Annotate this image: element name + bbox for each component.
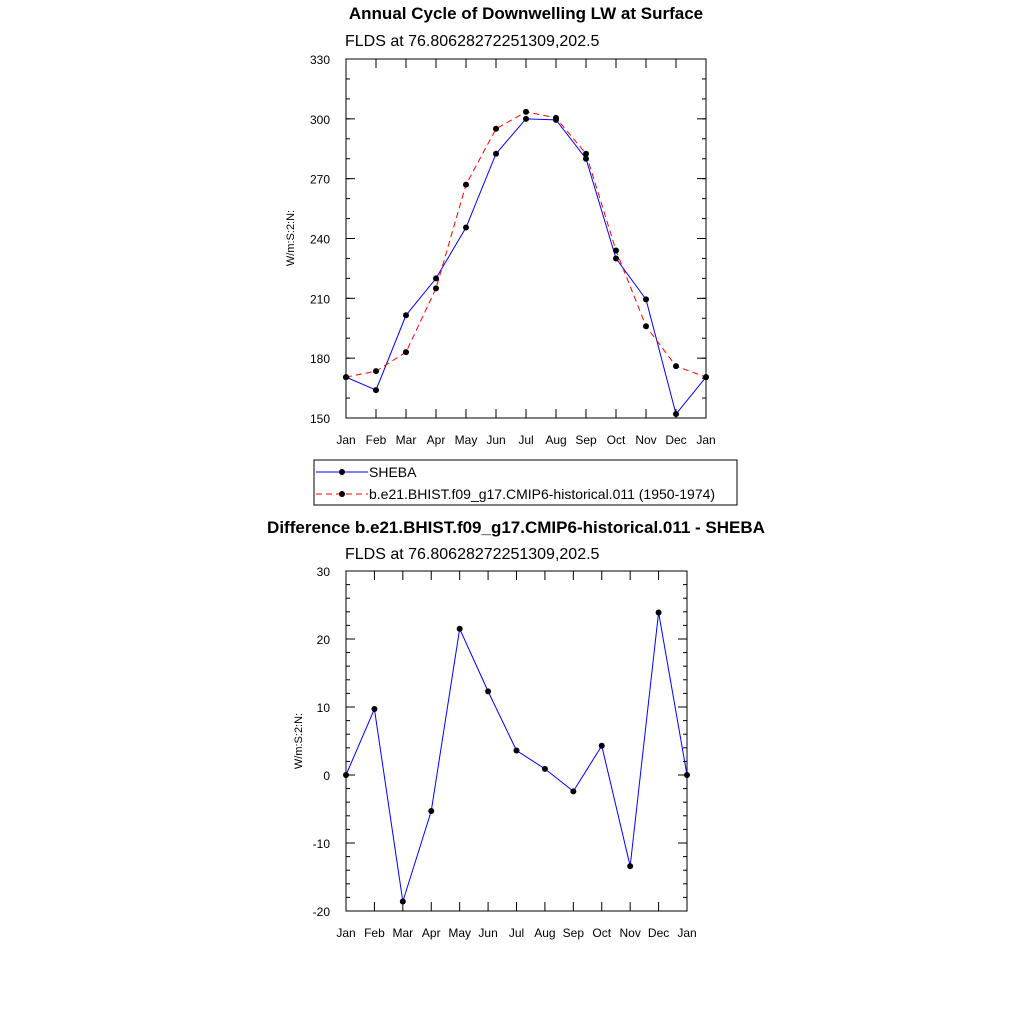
chart1-series-1-point: [673, 363, 679, 370]
chart2-ylabel: W/m:S:2:N:: [293, 713, 305, 769]
chart1-series-0-point: [493, 150, 499, 157]
chart2-series-0-point: [371, 706, 378, 713]
chart1-xtick-label: Jul: [518, 433, 533, 447]
legend-label-model: b.e21.BHIST.f09_g17.CMIP6-historical.011…: [369, 486, 715, 502]
chart1-series-0-point: [463, 224, 469, 231]
chart1-xtick-label: Apr: [427, 433, 446, 447]
chart1-series-0-line: [345, 118, 707, 416]
chart1-ytick-label: 150: [310, 412, 330, 426]
chart1-series-1-point: [433, 285, 439, 292]
chart2-xtick-label: Jan: [677, 926, 696, 940]
chart1-series-0-point: [583, 155, 589, 162]
chart1-xtick-label: Oct: [607, 433, 626, 447]
chart2-xtick-label: Mar: [392, 926, 413, 940]
chart1-xtick-label: Sep: [575, 433, 597, 447]
chart2-series-0-line: [345, 612, 688, 902]
chart1-series-1-point: [553, 114, 559, 121]
chart2-xtick-label: Jan: [336, 926, 355, 940]
chart1-series-1-point: [703, 374, 709, 381]
chart2-xtick-label: Nov: [619, 926, 640, 940]
chart1-series-0-point: [433, 275, 439, 282]
chart1-series-1-point: [613, 247, 619, 254]
chart1-ytick-label: 240: [310, 233, 330, 247]
chart1-series-0-point: [403, 312, 409, 319]
chart1-ytick-label: 270: [310, 173, 330, 187]
chart2-series-0-point: [399, 898, 406, 905]
chart2-series-0-point: [570, 788, 577, 795]
chart1-xtick-label: Dec: [665, 433, 686, 447]
chart1-plot: 150 180 210 240 270 300 330 Jan Feb Mar Apr May Jun J…: [310, 53, 716, 447]
chart1-xtick-label: May: [455, 433, 478, 447]
chart1-ytick-label: 180: [310, 352, 330, 366]
chart1-series-1-point: [343, 374, 349, 381]
chart1-xtick-label: Jun: [486, 433, 505, 447]
chart2-series-0-point: [456, 625, 463, 632]
chart1-ytick-label: 210: [310, 292, 330, 306]
chart2-series-0-point: [513, 747, 520, 754]
chart2-xtick-label: Jun: [478, 926, 497, 940]
chart1-series-1-point: [493, 125, 499, 132]
chart1-series-0-point: [643, 296, 649, 303]
chart2-ytick-label: -10: [313, 837, 331, 851]
legend-label-sheba: SHEBA: [369, 464, 417, 480]
chart1-ylabel: W/m:S:2:N:: [285, 210, 297, 266]
chart1-xtick-label: Jan: [336, 433, 355, 447]
chart2-xtick-label: Feb: [364, 926, 385, 940]
chart1-series-0-point: [373, 387, 379, 394]
chart1-xtick-label: Mar: [396, 433, 417, 447]
chart2-xtick-label: Apr: [422, 926, 441, 940]
chart2-subtitle: FLDS at 76.80628272251309,202.5: [345, 546, 600, 563]
chart2-xtick-label: Aug: [534, 926, 555, 940]
chart2-xtick-label: Oct: [592, 926, 611, 940]
chart2-ytick-label: -20: [313, 905, 331, 919]
chart2-series-0-point: [485, 688, 492, 695]
chart1-xtick-label: Nov: [635, 433, 656, 447]
chart2-title: Difference b.e21.BHIST.f09_g17.CMIP6-his…: [267, 518, 765, 537]
chart1-series-0-point: [613, 255, 619, 262]
chart1-series-1-point: [373, 368, 379, 375]
chart2-ytick-label: 0: [323, 769, 330, 783]
chart2-series-0-point: [541, 765, 548, 772]
chart1-ytick-label: 330: [310, 53, 330, 67]
chart2-series-0-point: [598, 742, 605, 749]
chart2-ytick-label: 30: [317, 565, 331, 579]
chart1-xtick-label: Jan: [696, 433, 715, 447]
chart2-xtick-label: May: [448, 926, 471, 940]
chart2-plot: -20 -10 0 10 20 30 Jan Feb Mar Apr May Jun Jul Aug Sep…: [313, 565, 697, 940]
chart1-xtick-label: Feb: [366, 433, 387, 447]
chart1-series-1-point: [523, 108, 529, 115]
chart2-xtick-label: Jul: [509, 926, 524, 940]
chart1-series-0-point: [523, 115, 529, 122]
chart2-ytick-label: 10: [317, 701, 331, 715]
chart1-xtick-label: Aug: [545, 433, 566, 447]
chart1-series-1-point: [643, 323, 649, 330]
chart2-series-0-point: [343, 772, 349, 778]
chart2-ytick-label: 20: [317, 633, 331, 647]
chart2-series-0-point: [684, 772, 690, 778]
chart2-series-0-point: [627, 863, 634, 870]
legend-marker-sheba: [339, 469, 345, 475]
chart1-title: Annual Cycle of Downwelling LW at Surfac…: [349, 4, 703, 23]
legend-marker-model: [339, 491, 345, 497]
chart2-series-0-point: [428, 808, 435, 815]
chart2-xtick-label: Sep: [563, 926, 585, 940]
chart2-xtick-label: Dec: [648, 926, 669, 940]
chart1-legend: SHEBA b.e21.BHIST.f09_g17.CMIP6-historic…: [313, 459, 738, 506]
chart1-subtitle: FLDS at 76.80628272251309,202.5: [345, 33, 600, 50]
chart1-series-1-point: [403, 349, 409, 356]
chart1-series-1-line: [345, 111, 707, 378]
chart1-ytick-label: 300: [310, 113, 330, 127]
chart1-series-1-point: [463, 181, 469, 188]
chart2-series-0-point: [655, 609, 662, 616]
chart1-series-1-point: [583, 150, 589, 157]
legend-box: [313, 459, 738, 506]
chart1-series-0-point: [673, 411, 679, 418]
